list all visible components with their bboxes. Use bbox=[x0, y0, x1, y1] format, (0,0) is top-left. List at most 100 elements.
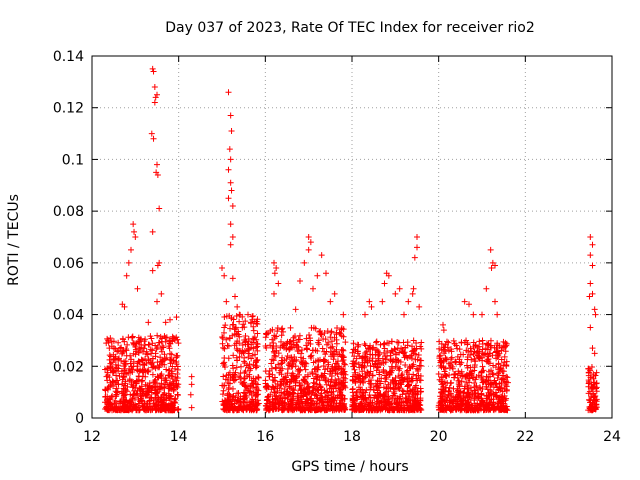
data-point bbox=[225, 89, 232, 96]
data-point bbox=[359, 368, 366, 375]
data-point bbox=[138, 397, 145, 404]
data-point bbox=[247, 365, 254, 372]
data-point bbox=[321, 330, 328, 337]
data-point bbox=[145, 319, 152, 326]
data-point bbox=[476, 338, 483, 345]
data-point bbox=[268, 360, 275, 367]
data-point bbox=[158, 345, 165, 352]
data-point bbox=[317, 384, 324, 391]
data-point bbox=[166, 382, 173, 389]
data-point bbox=[443, 404, 450, 411]
data-point bbox=[170, 378, 177, 385]
data-point bbox=[167, 356, 174, 363]
data-point bbox=[327, 298, 334, 305]
data-point bbox=[464, 356, 471, 363]
data-point bbox=[360, 375, 367, 382]
data-point bbox=[138, 378, 145, 385]
data-point bbox=[150, 68, 157, 75]
data-point bbox=[167, 316, 173, 323]
data-point bbox=[248, 377, 255, 384]
data-point bbox=[375, 348, 382, 355]
data-point bbox=[442, 397, 449, 404]
data-point bbox=[334, 351, 341, 358]
data-point bbox=[111, 400, 118, 407]
data-point bbox=[453, 402, 460, 409]
data-point bbox=[233, 364, 240, 371]
data-point bbox=[128, 366, 135, 373]
data-point bbox=[482, 405, 489, 412]
data-point bbox=[236, 340, 243, 347]
data-point bbox=[300, 406, 307, 413]
data-point bbox=[304, 405, 311, 412]
data-point bbox=[107, 335, 114, 342]
data-point bbox=[400, 388, 407, 395]
data-point bbox=[169, 402, 176, 409]
data-point bbox=[340, 333, 347, 340]
data-point bbox=[231, 326, 238, 333]
data-point bbox=[278, 326, 285, 333]
data-point bbox=[137, 336, 144, 343]
data-point bbox=[330, 394, 337, 401]
data-point bbox=[443, 338, 450, 345]
data-point bbox=[284, 340, 291, 347]
data-point bbox=[483, 406, 490, 413]
data-point bbox=[301, 378, 308, 385]
data-point bbox=[111, 355, 118, 362]
data-point bbox=[271, 374, 278, 381]
axis-ticks: 12 14 16 18 20 22 24 0 0.02 0.04 0.06 0.08 0.1 0.12 0.… bbox=[53, 49, 621, 445]
data-point bbox=[150, 379, 157, 386]
data-point bbox=[388, 338, 395, 345]
data-point bbox=[300, 355, 307, 362]
data-point bbox=[262, 380, 269, 387]
data-point bbox=[471, 367, 478, 374]
data-point bbox=[224, 397, 231, 404]
data-point bbox=[411, 397, 418, 404]
data-point bbox=[415, 372, 422, 379]
data-point bbox=[351, 366, 358, 373]
data-point bbox=[161, 333, 168, 340]
data-point bbox=[362, 342, 369, 349]
data-point bbox=[498, 380, 505, 387]
data-point bbox=[462, 373, 469, 380]
data-point bbox=[330, 385, 337, 392]
data-point bbox=[156, 383, 163, 390]
data-point bbox=[490, 362, 497, 369]
data-point bbox=[134, 285, 141, 292]
data-point bbox=[416, 376, 423, 383]
data-point bbox=[148, 350, 155, 357]
data-point bbox=[293, 374, 300, 381]
data-point bbox=[114, 388, 121, 395]
data-point bbox=[439, 398, 446, 405]
data-point bbox=[158, 338, 165, 345]
data-point bbox=[492, 389, 499, 396]
data-point bbox=[319, 404, 326, 411]
data-point bbox=[445, 347, 452, 354]
data-point bbox=[448, 348, 455, 355]
data-point bbox=[130, 378, 137, 385]
data-point bbox=[593, 388, 600, 395]
data-point bbox=[331, 334, 338, 341]
data-point bbox=[308, 352, 315, 359]
data-point bbox=[283, 356, 290, 363]
data-point bbox=[495, 386, 502, 393]
data-point bbox=[408, 343, 415, 350]
data-point bbox=[219, 333, 226, 340]
data-point bbox=[310, 347, 317, 354]
data-point bbox=[398, 345, 405, 352]
data-point bbox=[265, 329, 272, 336]
data-point bbox=[335, 405, 342, 412]
data-point bbox=[338, 391, 345, 398]
data-point bbox=[411, 346, 418, 353]
data-point bbox=[438, 340, 445, 347]
data-point bbox=[479, 311, 485, 318]
data-point bbox=[292, 363, 299, 370]
data-point bbox=[130, 358, 137, 365]
data-point bbox=[499, 388, 506, 395]
data-point bbox=[299, 382, 306, 389]
data-point bbox=[270, 348, 277, 355]
data-point bbox=[105, 384, 112, 391]
data-point bbox=[395, 367, 402, 374]
x-tick-label: 22 bbox=[516, 429, 534, 445]
data-point bbox=[453, 359, 460, 366]
data-point bbox=[221, 382, 228, 389]
